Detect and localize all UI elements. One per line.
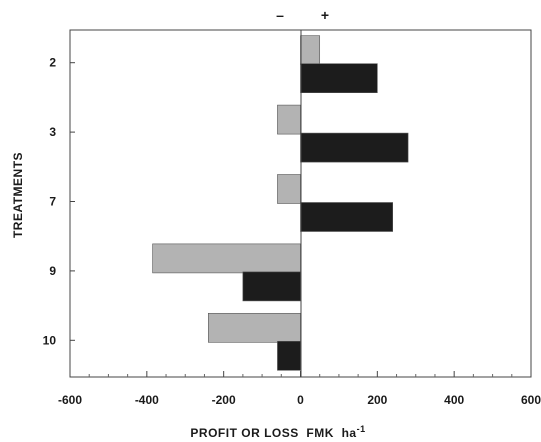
positive-sign-label: +	[321, 7, 329, 23]
dark-bar	[300, 63, 378, 94]
y-axis: 2 3 7 9 10	[43, 56, 75, 347]
x-tick-label: 200	[367, 393, 387, 407]
x-axis-title-superscript: -1	[357, 424, 366, 434]
x-axis-title-main: PROFIT OR LOSS FMK ha	[190, 426, 356, 440]
x-axis-title: PROFIT OR LOSS FMK ha-1	[190, 424, 365, 440]
y-tick-label: 3	[49, 125, 56, 139]
y-tick-label: 10	[43, 333, 57, 347]
x-tick-label: 600	[521, 393, 541, 407]
x-tick-label: -200	[212, 393, 236, 407]
x-axis: -600 -400 -200 0 200 400 600	[58, 371, 541, 407]
y-tick-label: 9	[49, 264, 56, 278]
light-bar	[152, 243, 301, 274]
light-bar	[277, 104, 301, 135]
light-bar	[208, 312, 301, 343]
x-tick-label: -400	[135, 393, 159, 407]
y-axis-title: TREATMENTS	[11, 152, 25, 238]
y-tick-label: 2	[49, 56, 56, 70]
bars-group	[152, 35, 409, 371]
dark-bar	[300, 202, 393, 232]
x-tick-label: 400	[444, 393, 464, 407]
x-tick-label: -600	[58, 393, 82, 407]
x-tick-label: 0	[297, 393, 304, 407]
dark-bar	[242, 271, 301, 302]
light-bar	[277, 174, 301, 204]
light-bar	[300, 35, 321, 66]
dark-bar	[300, 132, 409, 163]
y-tick-label: 7	[49, 195, 56, 209]
negative-sign-label: –	[276, 7, 284, 23]
dark-bar	[277, 340, 301, 371]
